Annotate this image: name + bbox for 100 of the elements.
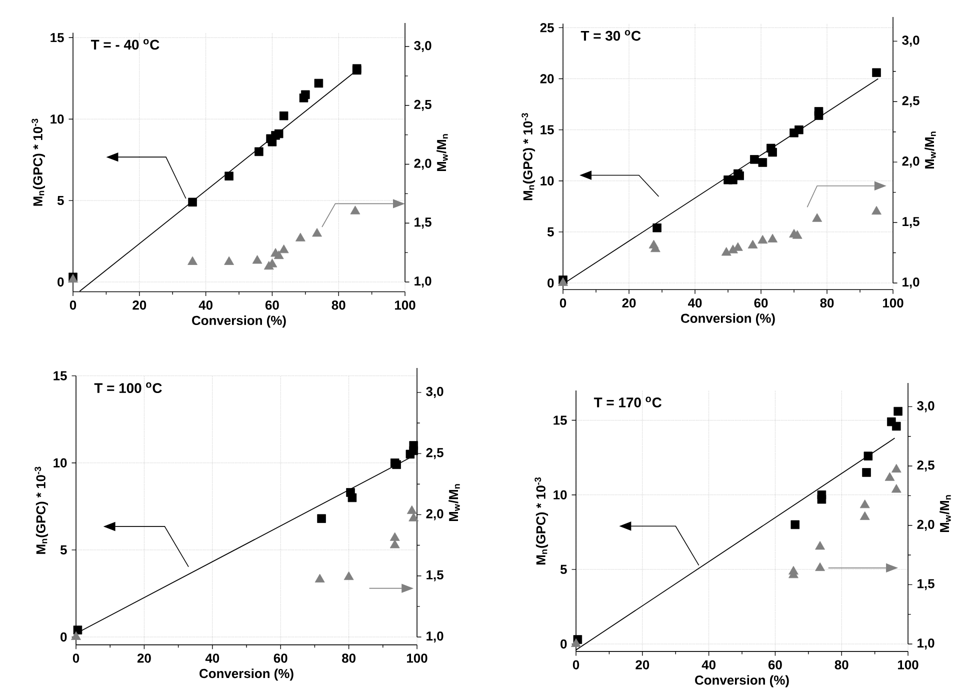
chart-title: T = 30 $^{o}$C (580, 30, 641, 41)
point (768, 234, 778, 242)
x-tick-label: 60 (265, 300, 279, 310)
point (721, 247, 732, 256)
point (815, 541, 825, 550)
point (652, 223, 662, 232)
x-tick-label: 20 (132, 300, 146, 310)
point (312, 228, 322, 237)
y2-tick-label: 1,0 (414, 276, 432, 288)
point (812, 213, 822, 222)
point (224, 172, 234, 180)
y2-tick-label: 3,0 (902, 36, 920, 47)
x-tick-label: 100 (395, 300, 416, 310)
y2-tick-label: 2,5 (414, 100, 432, 111)
y2-tick-label: 3,0 (414, 41, 432, 52)
x-tick-label: 100 (883, 298, 904, 308)
point (317, 514, 326, 523)
point (872, 68, 881, 78)
chart-title: T = - 40 $^{o}$C (90, 39, 160, 50)
y-tick-label: 20 (540, 74, 554, 84)
point (295, 232, 306, 242)
x-tick-label: 0 (572, 660, 580, 670)
point (748, 240, 758, 248)
y-axis-title: M$_{n}$(GPC) * 10$^{-3}$ (534, 477, 548, 564)
point (862, 468, 871, 477)
point (892, 422, 901, 431)
y2-tick-label: 2,5 (917, 460, 934, 472)
y-tick-label: 10 (54, 458, 67, 468)
y-tick-label: 25 (540, 23, 554, 32)
y-tick-label: 15 (554, 416, 567, 425)
point (350, 206, 360, 214)
y2-tick-label: 2,0 (426, 509, 444, 520)
y2-tick-label: 1,5 (902, 217, 920, 228)
point (860, 511, 870, 520)
point (188, 256, 198, 265)
x-axis-title: Conversion (%) (695, 675, 789, 688)
point (891, 464, 902, 473)
y-tick-label: 0 (560, 639, 567, 649)
y-tick-label: 10 (540, 176, 554, 186)
point (314, 78, 324, 88)
y-tick-label: 0 (58, 277, 64, 287)
y2-axis-title: M$_{w}$/M$_{n}$ (448, 484, 460, 522)
y2-tick-label: 2,0 (917, 520, 934, 531)
x-tick-label: 40 (198, 300, 212, 310)
x-tick-label: 80 (332, 300, 346, 310)
point (224, 256, 234, 265)
point (768, 148, 777, 157)
y-tick-label: 5 (560, 564, 567, 574)
point (891, 484, 902, 493)
point (344, 571, 354, 580)
x-tick-label: 20 (137, 654, 151, 663)
point (872, 206, 882, 215)
y2-tick-label: 2,5 (902, 96, 920, 108)
y-tick-label: 15 (54, 371, 67, 380)
point (758, 158, 768, 167)
point (71, 631, 81, 640)
point (274, 129, 284, 138)
point (894, 406, 902, 416)
x-tick-label: 60 (768, 660, 782, 670)
x-axis-title: Conversion (%) (200, 668, 294, 681)
y-axis-title: M$_{n}$(GPC) * 10$^{-3}$ (34, 466, 48, 554)
point (794, 125, 804, 134)
point (860, 500, 870, 508)
y-tick-label: 15 (540, 125, 554, 134)
y-tick-label: 10 (554, 490, 567, 500)
point (409, 446, 418, 456)
y2-axis-title: M$_{w}$/M$_{n}$ (940, 495, 951, 532)
point (750, 155, 759, 164)
y2-axis-title: M$_{w}$/M$_{n}$ (436, 134, 448, 172)
x-tick-label: 100 (898, 660, 918, 670)
x-tick-label: 0 (72, 654, 80, 663)
y2-tick-label: 2,0 (902, 156, 920, 168)
y-tick-label: 5 (547, 227, 554, 236)
x-tick-label: 20 (622, 298, 636, 308)
chart-title: T = 170 $^{o}$C (594, 396, 662, 408)
point (406, 505, 417, 514)
x-axis-title: Conversion (%) (681, 313, 775, 326)
point (390, 532, 400, 541)
y-tick-label: 0 (60, 632, 67, 642)
y2-tick-label: 2,5 (426, 448, 444, 460)
y2-tick-label: 1,5 (918, 579, 934, 590)
x-tick-label: 40 (688, 298, 702, 308)
y-tick-label: 5 (60, 545, 67, 554)
point (884, 472, 895, 481)
y-axis-title: M$_{n}$(GPC) * 10$^{-3}$ (522, 113, 536, 200)
y-tick-label: 5 (57, 196, 64, 206)
x-tick-label: 20 (636, 660, 650, 670)
point (301, 90, 310, 100)
point (348, 493, 357, 502)
point (817, 494, 826, 504)
y2-tick-label: 2,0 (414, 158, 432, 170)
y2-tick-label: 3,0 (917, 401, 934, 412)
x-tick-label: 0 (70, 300, 76, 310)
point (73, 626, 82, 634)
y2-tick-label: 1,0 (902, 277, 920, 288)
x-tick-label: 80 (820, 298, 834, 308)
y2-axis-title: M$_{w}$/M$_{n}$ (924, 132, 936, 169)
point (571, 638, 581, 647)
point (814, 107, 824, 116)
y2-tick-label: 1,0 (426, 631, 444, 643)
